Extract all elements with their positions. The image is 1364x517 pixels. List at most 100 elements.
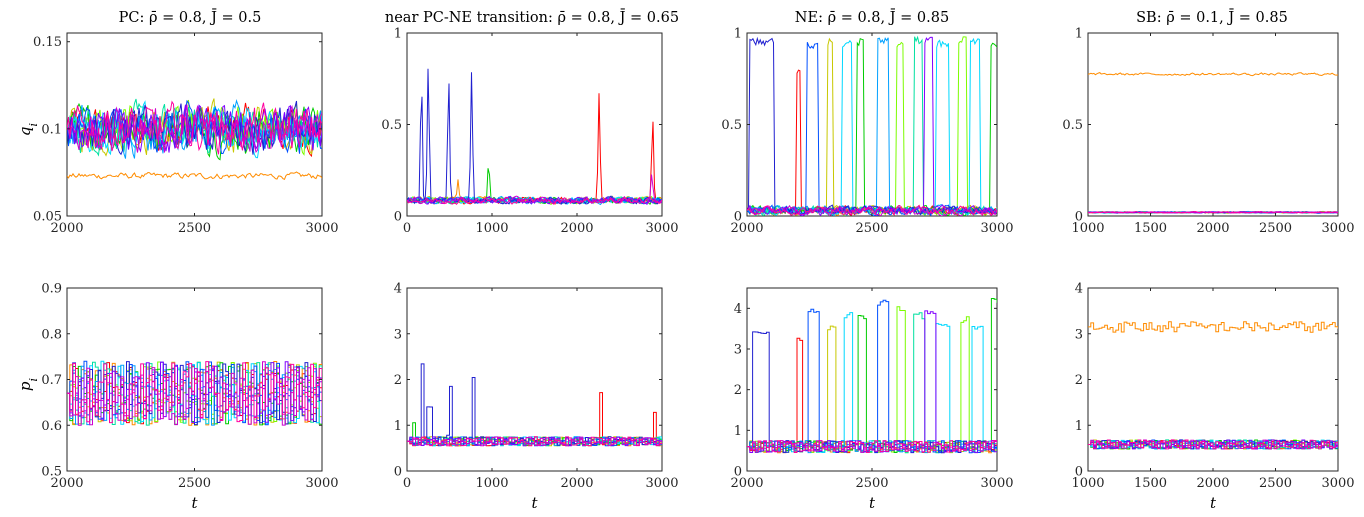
y-tick-label: 0.5 [41, 465, 62, 480]
series-group [67, 360, 322, 426]
series-group [407, 68, 662, 206]
y-tick-label: 0 [394, 210, 402, 225]
panel-title-4: SB: ρ̄ = 0.1, J̄ = 0.85 [1136, 8, 1288, 26]
series-line-12 [67, 361, 322, 426]
x-axis-label: t [531, 494, 538, 512]
x-tick-label: 1000 [475, 476, 508, 491]
series-line-7 [67, 100, 322, 159]
series-line-13 [407, 436, 662, 447]
series-group [407, 363, 662, 447]
y-tick-label: 0.6 [41, 419, 62, 434]
x-tick-label: 2500 [178, 221, 211, 236]
series-line-2 [1088, 321, 1338, 333]
x-axis-label: t [869, 494, 876, 512]
panel-title-2: near PC-NE transition: ρ̄ = 0.8, J̄ = 0.… [385, 8, 679, 26]
y-tick-label: 0.8 [41, 327, 62, 342]
y-tick-label: 4 [734, 302, 742, 317]
y-tick-label: 0.15 [33, 35, 62, 50]
series-group [1088, 72, 1338, 214]
y-tick-label: 1 [394, 419, 402, 434]
x-tick-label: 3000 [980, 476, 1013, 491]
panel-top-1: 2000 2500 3000 0.05 0.1 0.15 qi [16, 32, 339, 236]
x-tick-label: 2000 [730, 221, 763, 236]
y-axis-label: qi [16, 123, 40, 136]
x-tick-label: 3000 [645, 476, 678, 491]
panel-bottom-1: 2000 2500 3000 0.5 0.6 0.7 0.8 0.9 pi t [16, 282, 339, 513]
panel-top-4: 1000 1500 2000 2500 3000 0 0.5 1 [1062, 27, 1354, 237]
x-tick-label: 2500 [855, 221, 888, 236]
x-tick-label: 3000 [1321, 221, 1354, 236]
x-tick-label: 2000 [560, 476, 593, 491]
y-tick-label: 0 [734, 465, 742, 480]
x-tick-label: 1500 [1134, 476, 1167, 491]
series-line-13 [67, 100, 322, 155]
y-tick-label: 3 [1075, 327, 1083, 342]
panel-bottom-4: 1000 1500 2000 2500 3000 0 1 2 3 4 t [1071, 282, 1354, 513]
series-line-12 [747, 204, 997, 216]
y-tick-label: 0.1 [41, 122, 62, 137]
panel-bottom-2: 0 1000 2000 3000 0 1 2 3 4 t [394, 282, 679, 513]
x-axis-label: t [1210, 494, 1217, 512]
panel-title-1: PC: ρ̄ = 0.8, J̄ = 0.5 [119, 8, 262, 26]
y-tick-label: 1 [394, 27, 402, 42]
y-tick-label: 2 [394, 373, 402, 388]
y-tick-label: 1 [1075, 419, 1083, 434]
axes-frame [1087, 32, 1339, 217]
series-line-13 [747, 204, 997, 216]
panel-bottom-3: 2000 2500 3000 0 1 2 3 4 t [730, 287, 1014, 512]
y-tick-label: 3 [394, 327, 402, 342]
y-tick-label: 0.7 [41, 373, 62, 388]
axes-frame [406, 32, 663, 217]
panel-top-3: 2000 2500 3000 0 0.5 1 [721, 27, 1013, 237]
x-tick-label: 3000 [305, 221, 338, 236]
series-line-2 [67, 171, 322, 180]
y-tick-label: 0.5 [381, 118, 402, 133]
series-group [747, 35, 997, 216]
series-line-10 [67, 100, 322, 156]
x-tick-label: 2000 [730, 476, 763, 491]
series-line-13 [67, 361, 322, 424]
y-tick-label: 1 [1075, 27, 1083, 42]
y-tick-label: 1 [734, 424, 742, 439]
x-tick-label: 3000 [1321, 476, 1354, 491]
y-tick-label: 0.5 [721, 118, 742, 133]
panel-title-3: NE: ρ̄ = 0.8, J̄ = 0.85 [795, 8, 949, 26]
x-tick-label: 1000 [1071, 476, 1104, 491]
x-tick-label: 2000 [560, 221, 593, 236]
axes-frame [746, 32, 998, 217]
series-line-13 [747, 440, 997, 453]
y-tick-label: 0.9 [41, 282, 62, 297]
x-tick-label: 2500 [178, 476, 211, 491]
series-line-10 [747, 36, 997, 216]
x-tick-label: 0 [403, 476, 411, 491]
y-tick-label: 0 [394, 465, 402, 480]
y-tick-label: 4 [394, 282, 402, 297]
x-tick-label: 2500 [1259, 221, 1292, 236]
x-tick-label: 2000 [1196, 221, 1229, 236]
x-tick-label: 0 [403, 221, 411, 236]
x-tick-label: 3000 [980, 221, 1013, 236]
series-line-13 [1088, 210, 1338, 214]
y-tick-label: 0.05 [33, 210, 62, 225]
x-tick-label: 2000 [50, 221, 83, 236]
y-tick-label: 2 [734, 383, 742, 398]
y-tick-label: 3 [734, 343, 742, 358]
x-tick-label: 3000 [645, 221, 678, 236]
x-tick-label: 2000 [50, 476, 83, 491]
y-tick-label: 0 [1075, 210, 1083, 225]
x-tick-label: 1500 [1134, 221, 1167, 236]
series-group [1088, 321, 1338, 450]
series-line-13 [1088, 439, 1338, 450]
y-tick-label: 0 [734, 210, 742, 225]
x-tick-label: 1000 [1071, 221, 1104, 236]
panel-top-2: 0 1000 2000 3000 0 0.5 1 [381, 27, 678, 237]
series-line-13 [407, 196, 662, 206]
x-axis-label: t [191, 494, 198, 512]
series-group [747, 298, 997, 454]
x-tick-label: 2500 [855, 476, 888, 491]
x-tick-label: 1000 [475, 221, 508, 236]
x-tick-label: 3000 [305, 476, 338, 491]
y-tick-label: 4 [1075, 282, 1083, 297]
series-line-2 [1088, 72, 1338, 77]
